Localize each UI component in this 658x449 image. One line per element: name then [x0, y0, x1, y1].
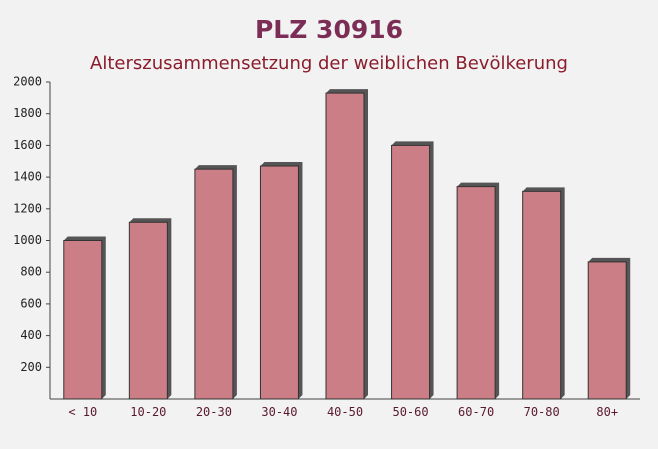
- bar: [456, 186, 496, 400]
- y-tick-label: 1400: [13, 170, 42, 184]
- y-tick-label: 1800: [13, 106, 42, 120]
- x-tick-label: 40-50: [327, 405, 363, 419]
- bar: [325, 92, 365, 400]
- x-tick-label: 70-80: [524, 405, 560, 419]
- x-tick-label: 20-30: [196, 405, 232, 419]
- chart-title: PLZ 30916: [255, 15, 403, 44]
- y-tick-label: 1200: [13, 201, 42, 215]
- x-tick-label: 50-60: [392, 405, 428, 419]
- y-tick-label: 400: [20, 328, 42, 342]
- x-tick-label: 80+: [596, 405, 618, 419]
- y-tick-label: 1600: [13, 138, 42, 152]
- y-tick-label: 800: [20, 265, 42, 279]
- bar: [587, 261, 627, 400]
- bar: [128, 221, 168, 400]
- bar: [522, 190, 562, 400]
- x-tick-label: 30-40: [261, 405, 297, 419]
- bar: [194, 168, 234, 400]
- x-tick-label: 60-70: [458, 405, 494, 419]
- y-tick-label: 600: [20, 296, 42, 310]
- y-tick-label: 1000: [13, 233, 42, 247]
- y-tick-label: 200: [20, 360, 42, 374]
- y-tick-label: 2000: [13, 75, 42, 89]
- bar: [391, 144, 431, 400]
- bar: [259, 165, 299, 400]
- chart-subtitle: Alterszusammensetzung der weiblichen Bev…: [90, 53, 568, 74]
- bar: [63, 240, 103, 400]
- x-tick-label: 10-20: [130, 405, 166, 419]
- x-tick-label: < 10: [68, 405, 97, 419]
